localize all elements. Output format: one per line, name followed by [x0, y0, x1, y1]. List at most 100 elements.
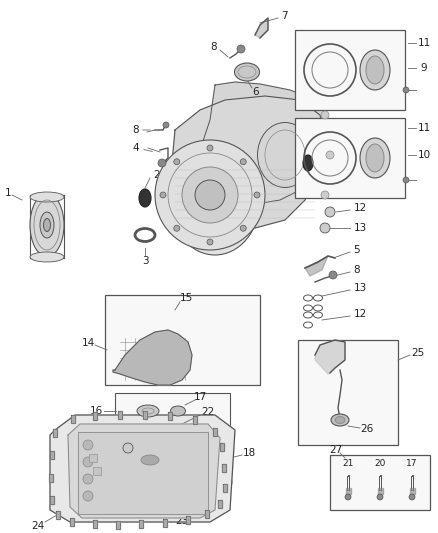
Polygon shape [93, 412, 97, 420]
Text: 18: 18 [242, 448, 256, 458]
Circle shape [409, 494, 415, 500]
Text: 22: 22 [201, 407, 215, 417]
Ellipse shape [141, 455, 159, 465]
Text: 19: 19 [140, 432, 154, 442]
Text: 13: 13 [353, 223, 367, 233]
Polygon shape [170, 96, 325, 228]
Polygon shape [218, 500, 222, 508]
Text: 8: 8 [354, 265, 360, 275]
Circle shape [160, 192, 166, 198]
Text: 24: 24 [32, 521, 45, 531]
Text: 25: 25 [411, 348, 424, 358]
Text: 17: 17 [193, 392, 207, 402]
Circle shape [240, 159, 246, 165]
Ellipse shape [234, 63, 259, 81]
Polygon shape [139, 520, 143, 528]
Polygon shape [116, 521, 120, 529]
Ellipse shape [170, 145, 260, 255]
Ellipse shape [335, 416, 345, 424]
Ellipse shape [170, 406, 186, 416]
Text: 12: 12 [353, 309, 367, 319]
Text: 16: 16 [89, 406, 102, 416]
Ellipse shape [137, 405, 159, 417]
Polygon shape [93, 520, 97, 528]
Polygon shape [68, 424, 220, 518]
Circle shape [240, 225, 246, 231]
Text: 23: 23 [175, 516, 189, 526]
Circle shape [207, 145, 213, 151]
Ellipse shape [360, 138, 390, 178]
Circle shape [320, 223, 330, 233]
Polygon shape [195, 82, 330, 205]
Circle shape [83, 457, 93, 467]
Ellipse shape [360, 50, 390, 90]
Polygon shape [346, 488, 351, 494]
Polygon shape [208, 488, 215, 492]
Text: 8: 8 [211, 42, 217, 52]
Circle shape [174, 225, 180, 231]
Ellipse shape [40, 212, 54, 238]
Text: 6: 6 [253, 87, 259, 97]
Ellipse shape [30, 192, 64, 202]
Circle shape [207, 239, 213, 245]
Circle shape [345, 494, 351, 500]
Circle shape [163, 122, 169, 128]
Text: 11: 11 [417, 123, 431, 133]
Circle shape [83, 440, 93, 450]
Polygon shape [378, 488, 383, 494]
Text: 20: 20 [374, 458, 386, 467]
Ellipse shape [30, 252, 64, 262]
Polygon shape [305, 256, 328, 276]
Circle shape [195, 180, 225, 210]
Bar [115, 432, 230, 484]
Polygon shape [56, 511, 60, 519]
Bar [295, 118, 405, 198]
Polygon shape [118, 411, 122, 419]
Polygon shape [113, 330, 192, 385]
Text: 3: 3 [141, 256, 148, 266]
Bar [93, 467, 101, 475]
Polygon shape [205, 510, 209, 518]
Polygon shape [222, 464, 226, 472]
Text: 2: 2 [320, 140, 326, 150]
Bar [115, 393, 230, 428]
Circle shape [403, 177, 409, 183]
Bar [105, 295, 260, 385]
Ellipse shape [366, 56, 384, 84]
Text: 10: 10 [417, 150, 431, 160]
Ellipse shape [30, 193, 64, 256]
Polygon shape [53, 429, 57, 437]
Bar [298, 340, 398, 445]
Polygon shape [168, 412, 172, 420]
Polygon shape [193, 416, 197, 424]
Polygon shape [213, 428, 217, 436]
Polygon shape [186, 516, 190, 524]
Text: 2: 2 [154, 170, 160, 180]
Text: 26: 26 [360, 424, 374, 434]
Polygon shape [50, 451, 54, 459]
Ellipse shape [139, 189, 151, 207]
Circle shape [155, 140, 265, 250]
Polygon shape [49, 474, 53, 482]
Polygon shape [163, 519, 167, 527]
Circle shape [321, 111, 329, 119]
Circle shape [158, 159, 166, 167]
Circle shape [237, 45, 245, 53]
Circle shape [182, 167, 238, 223]
Bar [78, 432, 208, 514]
Polygon shape [50, 415, 235, 522]
Polygon shape [70, 518, 74, 526]
Polygon shape [143, 411, 147, 419]
Text: 5: 5 [354, 245, 360, 255]
Text: 14: 14 [81, 338, 95, 348]
Text: 7: 7 [281, 11, 287, 21]
Ellipse shape [303, 155, 313, 171]
Ellipse shape [331, 414, 349, 426]
Text: 15: 15 [180, 293, 193, 303]
Text: 1: 1 [5, 188, 11, 198]
Bar [295, 30, 405, 110]
Ellipse shape [366, 144, 384, 172]
Text: 4: 4 [133, 143, 139, 153]
Circle shape [254, 192, 260, 198]
Polygon shape [196, 500, 203, 504]
